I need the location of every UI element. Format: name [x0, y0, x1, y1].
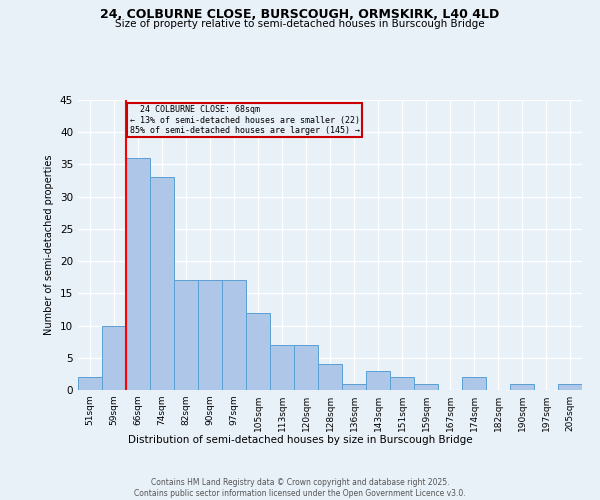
Bar: [294, 345, 318, 390]
Bar: [366, 370, 390, 390]
Bar: [126, 158, 150, 390]
Bar: [342, 384, 366, 390]
Bar: [462, 377, 486, 390]
Y-axis label: Number of semi-detached properties: Number of semi-detached properties: [44, 155, 55, 336]
Bar: [222, 280, 246, 390]
Bar: [102, 326, 126, 390]
Bar: [174, 280, 198, 390]
Bar: [510, 384, 534, 390]
Text: 24, COLBURNE CLOSE, BURSCOUGH, ORMSKIRK, L40 4LD: 24, COLBURNE CLOSE, BURSCOUGH, ORMSKIRK,…: [100, 8, 500, 20]
Bar: [414, 384, 438, 390]
Text: Contains HM Land Registry data © Crown copyright and database right 2025.
Contai: Contains HM Land Registry data © Crown c…: [134, 478, 466, 498]
Bar: [318, 364, 342, 390]
Text: Size of property relative to semi-detached houses in Burscough Bridge: Size of property relative to semi-detach…: [115, 19, 485, 29]
Bar: [198, 280, 222, 390]
Bar: [246, 312, 270, 390]
Bar: [150, 178, 174, 390]
Bar: [78, 377, 102, 390]
Bar: [390, 377, 414, 390]
Text: 24 COLBURNE CLOSE: 68sqm
← 13% of semi-detached houses are smaller (22)
85% of s: 24 COLBURNE CLOSE: 68sqm ← 13% of semi-d…: [130, 105, 359, 135]
Bar: [270, 345, 294, 390]
Text: Distribution of semi-detached houses by size in Burscough Bridge: Distribution of semi-detached houses by …: [128, 435, 472, 445]
Bar: [558, 384, 582, 390]
